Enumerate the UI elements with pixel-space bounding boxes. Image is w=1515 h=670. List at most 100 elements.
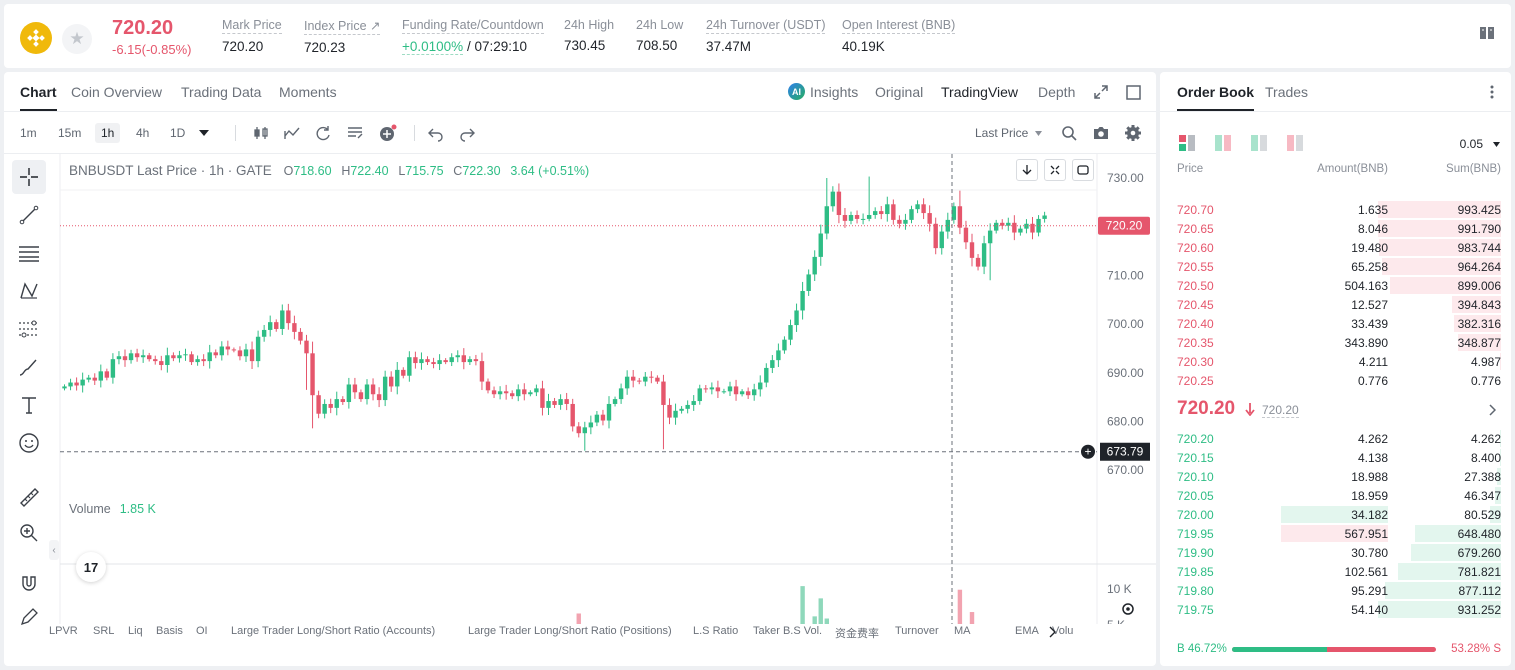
tab-trading-data[interactable]: Trading Data bbox=[181, 84, 262, 100]
trend-line-tool-icon[interactable] bbox=[12, 198, 46, 232]
pattern-tool-icon[interactable] bbox=[12, 274, 46, 308]
bid-row[interactable]: 720.00 34.182 80.529 bbox=[1160, 505, 1511, 524]
ask-row[interactable]: 720.45 12.527 394.843 bbox=[1160, 295, 1511, 314]
emoji-tool-icon[interactable] bbox=[12, 426, 46, 460]
layout-bids-icon[interactable] bbox=[1250, 134, 1268, 152]
layout-both-icon[interactable] bbox=[1178, 134, 1196, 152]
candlestick-chart[interactable]: 730.00720.00710.00700.00690.00680.00670.… bbox=[4, 154, 1156, 624]
price-source-select[interactable]: Last Price bbox=[975, 126, 1029, 140]
indicator-chip[interactable]: L.S Ratio bbox=[693, 625, 739, 637]
search-icon[interactable] bbox=[1060, 124, 1078, 142]
indicator-chip[interactable]: Volu bbox=[1052, 625, 1074, 637]
ruler-tool-icon[interactable] bbox=[12, 480, 46, 514]
stat-24h-turnover[interactable]: 24h Turnover (USDT) 37.47M bbox=[706, 18, 826, 54]
tab-order-book[interactable]: Order Book bbox=[1177, 84, 1255, 111]
timeframe-15m[interactable]: 15m bbox=[58, 126, 82, 140]
indicator-chip[interactable]: LPVR bbox=[49, 625, 78, 637]
indicator-chip[interactable]: 资金费率 bbox=[835, 628, 879, 640]
bid-row[interactable]: 720.05 18.959 46.347 bbox=[1160, 486, 1511, 505]
chevron-right-icon[interactable] bbox=[1488, 404, 1496, 416]
timeframe-dropdown-icon[interactable] bbox=[199, 130, 209, 136]
stat-funding-rate[interactable]: Funding Rate/Countdown +0.0100% / 07:29:… bbox=[402, 18, 544, 55]
indicator-chip[interactable]: Taker B.S Vol. bbox=[753, 625, 823, 637]
stat-index-price[interactable]: Index Price ↗ 720.23 bbox=[304, 18, 381, 55]
camera-icon[interactable] bbox=[1092, 124, 1110, 142]
chart-settings-icon[interactable] bbox=[1120, 601, 1136, 617]
timeframe-4h[interactable]: 4h bbox=[136, 126, 150, 140]
collapse-toolbar-icon[interactable]: ‹ bbox=[49, 540, 59, 560]
indicator-chip[interactable]: Turnover bbox=[895, 625, 939, 637]
redo-icon[interactable] bbox=[458, 124, 476, 142]
maximize-pane-icon[interactable] bbox=[1072, 159, 1094, 181]
timeframe-1h[interactable]: 1h bbox=[95, 123, 121, 143]
ask-row[interactable]: 720.25 0.776 0.776 bbox=[1160, 371, 1511, 390]
timeframe-1m[interactable]: 1m bbox=[20, 126, 37, 140]
collapse-icon[interactable] bbox=[1044, 159, 1066, 181]
candle-body bbox=[249, 349, 255, 362]
compare-icon[interactable] bbox=[314, 124, 332, 142]
bid-row[interactable]: 720.15 4.138 8.400 bbox=[1160, 448, 1511, 467]
stat-open-interest[interactable]: Open Interest (BNB) 40.19K bbox=[842, 18, 956, 54]
indicator-chip[interactable]: Basis bbox=[156, 625, 183, 637]
expand-icon[interactable] bbox=[1094, 85, 1108, 99]
window-icon[interactable] bbox=[1126, 85, 1141, 100]
indicator-chip[interactable]: SRL bbox=[93, 625, 115, 637]
ask-row[interactable]: 720.60 19.480 983.744 bbox=[1160, 238, 1511, 257]
horizontal-lines-tool-icon[interactable] bbox=[12, 236, 46, 270]
stat-mark-price[interactable]: Mark Price 720.20 bbox=[222, 18, 282, 54]
pencil-lock-tool-icon[interactable] bbox=[12, 600, 46, 634]
row-amount: 102.561 bbox=[1344, 565, 1388, 579]
brush-tool-icon[interactable] bbox=[12, 350, 46, 384]
bid-row[interactable]: 719.80 95.291 877.112 bbox=[1160, 581, 1511, 600]
ask-row[interactable]: 720.55 65.258 964.264 bbox=[1160, 257, 1511, 276]
magnet-tool-icon[interactable] bbox=[12, 566, 46, 600]
indicator-chip[interactable]: Liq bbox=[128, 625, 143, 637]
fib-tool-icon[interactable] bbox=[12, 312, 46, 346]
tab-tradingview[interactable]: TradingView bbox=[941, 84, 1019, 100]
bid-row[interactable]: 720.10 18.988 27.388 bbox=[1160, 467, 1511, 486]
favorite-star-icon[interactable]: ★ bbox=[62, 24, 92, 54]
arrow-down-icon[interactable] bbox=[1016, 159, 1038, 181]
ask-row[interactable]: 720.30 4.211 4.987 bbox=[1160, 352, 1511, 371]
ask-row[interactable]: 720.40 33.439 382.316 bbox=[1160, 314, 1511, 333]
tab-coin-overview[interactable]: Coin Overview bbox=[71, 84, 163, 100]
tab-moments[interactable]: Moments bbox=[279, 84, 337, 100]
ask-row[interactable]: 720.70 1.635 993.425 bbox=[1160, 200, 1511, 219]
row-amount: 18.959 bbox=[1351, 489, 1388, 503]
add-indicator-icon[interactable] bbox=[379, 124, 397, 142]
text-tool-icon[interactable] bbox=[12, 388, 46, 422]
bid-row[interactable]: 719.95 567.951 648.480 bbox=[1160, 524, 1511, 543]
bid-row[interactable]: 720.20 4.262 4.262 bbox=[1160, 429, 1511, 448]
ask-row[interactable]: 720.50 504.163 899.006 bbox=[1160, 276, 1511, 295]
candle-type-icon[interactable] bbox=[252, 124, 270, 142]
templates-icon[interactable] bbox=[346, 124, 364, 142]
chevron-right-icon[interactable] bbox=[1048, 626, 1056, 638]
tab-insights[interactable]: Insights bbox=[810, 84, 859, 100]
indicator-chip[interactable]: OI bbox=[196, 625, 208, 637]
indicator-chip[interactable]: EMA bbox=[1015, 625, 1039, 637]
indicator-chip[interactable]: Large Trader Long/Short Ratio (Positions… bbox=[468, 625, 672, 637]
indicator-chip[interactable]: MA bbox=[954, 625, 971, 637]
crosshair-tool-icon[interactable] bbox=[12, 160, 46, 194]
undo-icon[interactable] bbox=[427, 124, 445, 142]
tab-chart[interactable]: Chart bbox=[20, 84, 57, 111]
tab-depth[interactable]: Depth bbox=[1038, 84, 1076, 100]
zoom-in-tool-icon[interactable] bbox=[12, 516, 46, 550]
indicators-icon[interactable] bbox=[283, 124, 301, 142]
more-menu-icon[interactable] bbox=[1490, 85, 1494, 99]
precision-select[interactable]: 0.05 bbox=[1459, 137, 1483, 151]
settings-gear-icon[interactable] bbox=[1124, 124, 1142, 142]
timeframe-1d[interactable]: 1D bbox=[170, 126, 186, 140]
bid-row[interactable]: 719.75 54.140 931.252 bbox=[1160, 600, 1511, 619]
tab-trades[interactable]: Trades bbox=[1265, 84, 1309, 100]
indicator-chip[interactable]: Large Trader Long/Short Ratio (Accounts) bbox=[231, 625, 436, 637]
ask-row[interactable]: 720.35 343.890 348.877 bbox=[1160, 333, 1511, 352]
bid-row[interactable]: 719.85 102.561 781.821 bbox=[1160, 562, 1511, 581]
guide-book-icon[interactable] bbox=[1479, 26, 1495, 40]
layout-asks-icon[interactable] bbox=[1286, 134, 1304, 152]
ask-row[interactable]: 720.65 8.046 991.790 bbox=[1160, 219, 1511, 238]
tradingview-logo-icon[interactable]: 17 bbox=[76, 552, 106, 582]
bid-row[interactable]: 719.90 30.780 679.260 bbox=[1160, 543, 1511, 562]
tab-original[interactable]: Original bbox=[875, 84, 924, 100]
layout-split-icon[interactable] bbox=[1214, 134, 1232, 152]
